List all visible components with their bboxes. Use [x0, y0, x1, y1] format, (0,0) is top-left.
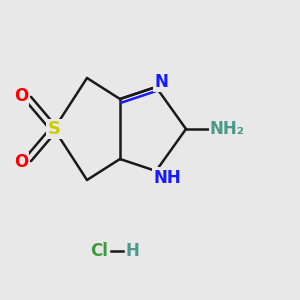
- Text: O: O: [14, 153, 28, 171]
- Text: H: H: [125, 242, 139, 260]
- Text: NH₂: NH₂: [210, 120, 245, 138]
- Text: N: N: [154, 73, 168, 91]
- Text: NH: NH: [154, 169, 181, 187]
- Text: O: O: [14, 87, 28, 105]
- Text: S: S: [47, 120, 61, 138]
- Text: Cl: Cl: [90, 242, 108, 260]
